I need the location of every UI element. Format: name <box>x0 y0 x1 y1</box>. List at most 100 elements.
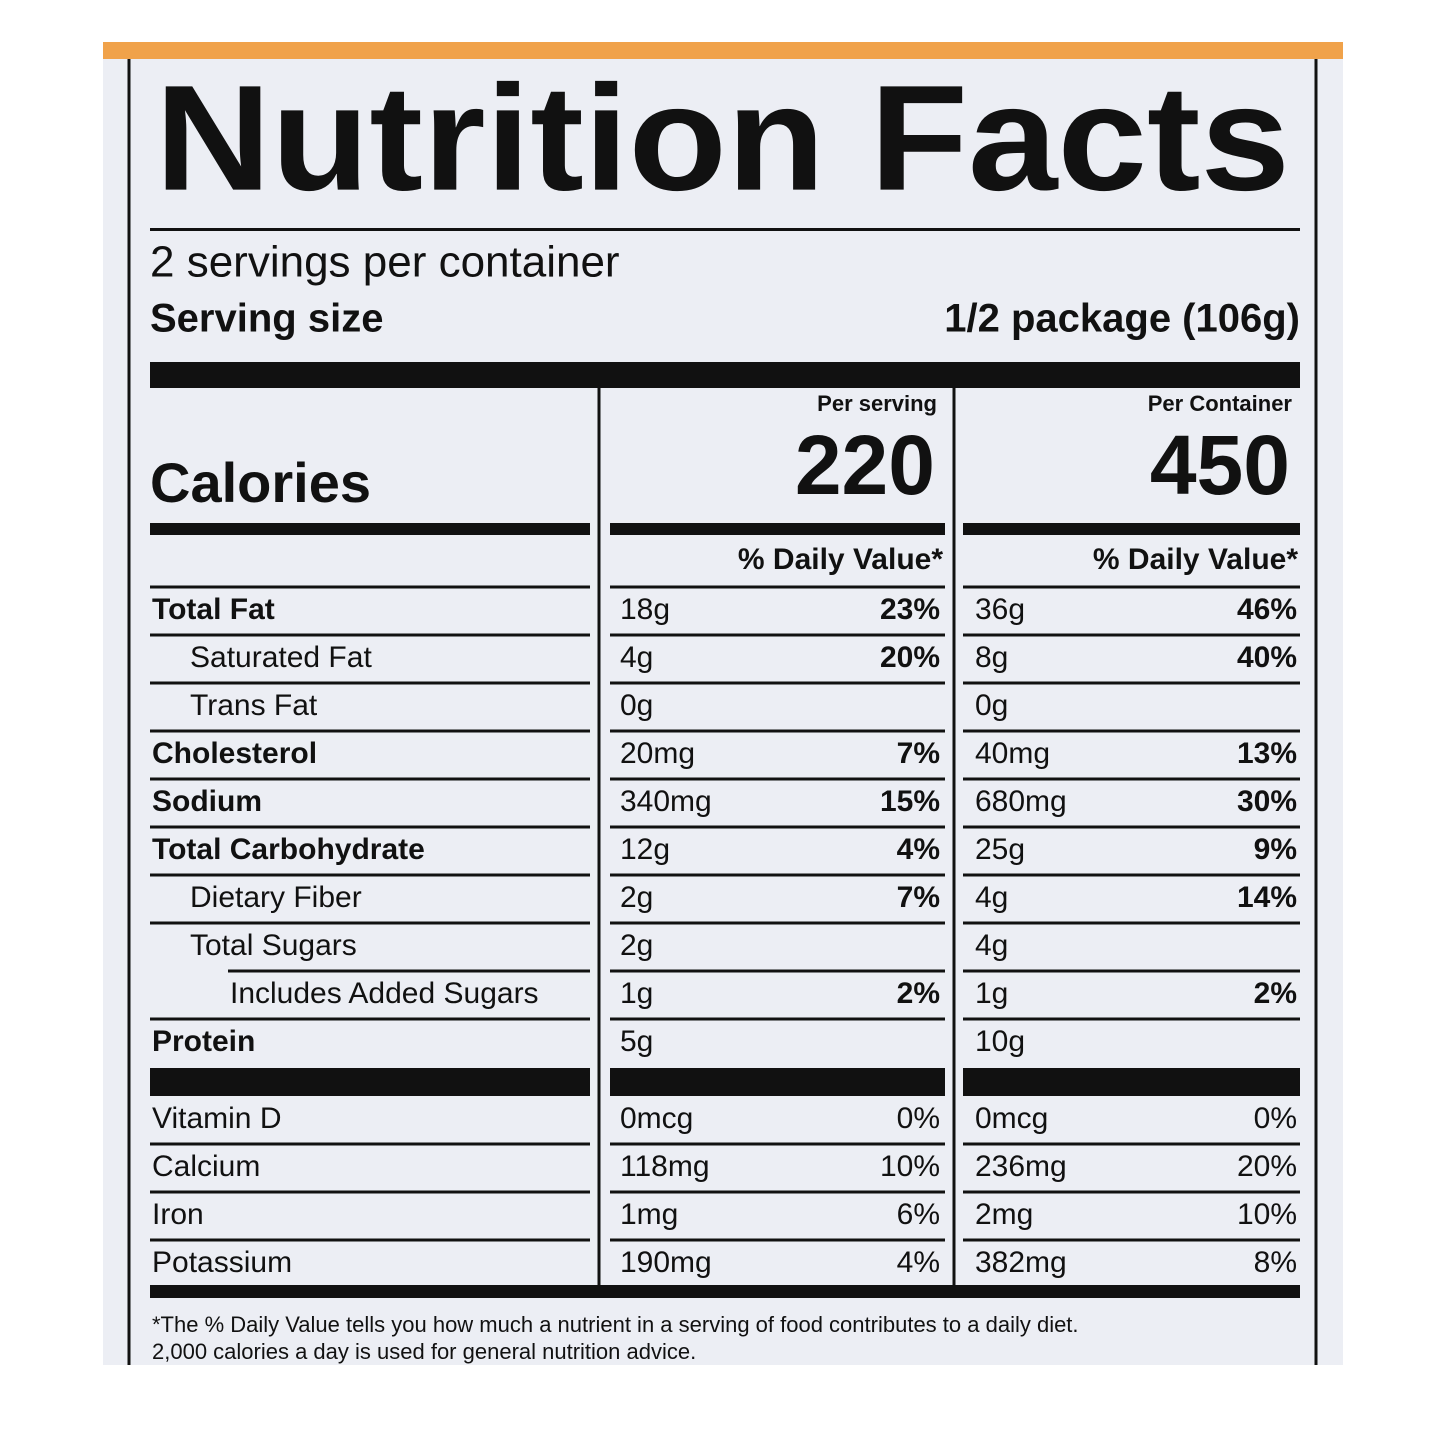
rule <box>150 585 590 589</box>
rule <box>150 1190 590 1194</box>
rule <box>963 969 1300 973</box>
rule <box>610 921 945 925</box>
top-band <box>103 42 1343 59</box>
rule <box>610 1238 945 1242</box>
nutrient-name: Calcium <box>152 1150 260 1183</box>
amount: 4g <box>975 881 1008 914</box>
rule <box>610 729 945 733</box>
daily-value: 7% <box>897 737 940 770</box>
daily-value: 8% <box>1254 1246 1297 1279</box>
amount: 118mg <box>620 1150 710 1183</box>
daily-value: 46% <box>1237 593 1297 626</box>
nutrient-name: Cholesterol <box>152 737 317 770</box>
amount: 2g <box>620 929 653 962</box>
title: Nutrition Facts <box>155 54 1290 222</box>
amount: 0g <box>975 689 1008 722</box>
rule <box>963 921 1300 925</box>
amount: 680mg <box>975 785 1067 818</box>
thick-rule <box>610 523 945 535</box>
rule <box>963 681 1300 685</box>
thick-rule <box>150 362 1300 388</box>
calories-serving: 220 <box>795 418 935 512</box>
nutrient-name: Total Carbohydrate <box>152 833 425 866</box>
amount: 25g <box>975 833 1025 866</box>
amount: 4g <box>620 641 653 674</box>
rule <box>150 228 1300 231</box>
amount: 36g <box>975 593 1025 626</box>
rule <box>963 633 1300 637</box>
rule <box>963 873 1300 877</box>
nutrient-name: Saturated Fat <box>190 641 372 674</box>
rule <box>610 681 945 685</box>
daily-value: 9% <box>1254 833 1297 866</box>
daily-value: 14% <box>1237 881 1297 914</box>
daily-value: 10% <box>880 1150 940 1183</box>
rule <box>610 873 945 877</box>
amount: 40mg <box>975 737 1050 770</box>
rule <box>963 1017 1300 1021</box>
daily-value: 4% <box>897 833 940 866</box>
per-container-label: Per Container <box>1148 391 1293 416</box>
daily-value: 15% <box>880 785 940 818</box>
servings: 2 servings per container <box>150 238 620 287</box>
rule <box>963 825 1300 829</box>
nutrient-name: Sodium <box>152 785 262 818</box>
daily-value: 6% <box>897 1198 940 1231</box>
rule <box>963 777 1300 781</box>
amount: 2g <box>620 881 653 914</box>
amount: 1mg <box>620 1198 678 1231</box>
daily-value-heading: % Daily Value* <box>738 543 943 576</box>
thick-rule <box>963 523 1300 535</box>
nutrient-name: Includes Added Sugars <box>230 977 539 1010</box>
nutrient-name: Total Fat <box>152 593 275 626</box>
calories-container: 450 <box>1150 418 1290 512</box>
rule <box>150 825 590 829</box>
amount: 0g <box>620 689 653 722</box>
amount: 190mg <box>620 1246 712 1279</box>
rule <box>150 873 590 877</box>
amount: 20mg <box>620 737 695 770</box>
nutrient-name: Vitamin D <box>152 1102 282 1135</box>
rule <box>150 921 590 925</box>
amount: 18g <box>620 593 670 626</box>
daily-value: 2% <box>897 977 940 1010</box>
rule <box>610 585 945 589</box>
rule <box>963 1142 1300 1146</box>
rule <box>610 777 945 781</box>
thick-rule <box>150 523 590 535</box>
thick-rule <box>150 1285 1300 1298</box>
footnote: 2,000 calories a day is used for general… <box>152 1339 696 1364</box>
rule <box>228 969 590 973</box>
nutrient-name: Iron <box>152 1198 204 1231</box>
rule <box>963 1190 1300 1194</box>
daily-value: 4% <box>897 1246 940 1279</box>
serving-size: 1/2 package (106g) <box>944 297 1300 341</box>
nutrient-name: Total Sugars <box>190 929 357 962</box>
rule <box>150 1238 590 1242</box>
rule <box>610 1190 945 1194</box>
amount: 1g <box>620 977 653 1010</box>
rule <box>610 969 945 973</box>
amount: 382mg <box>975 1246 1067 1279</box>
rule <box>963 729 1300 733</box>
nutrient-name: Trans Fat <box>190 689 318 722</box>
amount: 1g <box>975 977 1008 1010</box>
rule <box>610 633 945 637</box>
amount: 5g <box>620 1025 653 1058</box>
daily-value-heading: % Daily Value* <box>1093 543 1298 576</box>
calories-label: Calories <box>150 451 371 514</box>
rule <box>963 585 1300 589</box>
daily-value: 0% <box>1254 1102 1297 1135</box>
daily-value: 23% <box>880 593 940 626</box>
thick-rule <box>963 1068 1300 1096</box>
per-serving-label: Per serving <box>817 391 937 416</box>
rule <box>963 1238 1300 1242</box>
nutrient-name: Potassium <box>152 1246 292 1279</box>
amount: 0mcg <box>620 1102 693 1135</box>
amount: 0mcg <box>975 1102 1048 1135</box>
daily-value: 40% <box>1237 641 1297 674</box>
rule <box>150 777 590 781</box>
nutrient-name: Dietary Fiber <box>190 881 362 914</box>
rule <box>150 1017 590 1021</box>
